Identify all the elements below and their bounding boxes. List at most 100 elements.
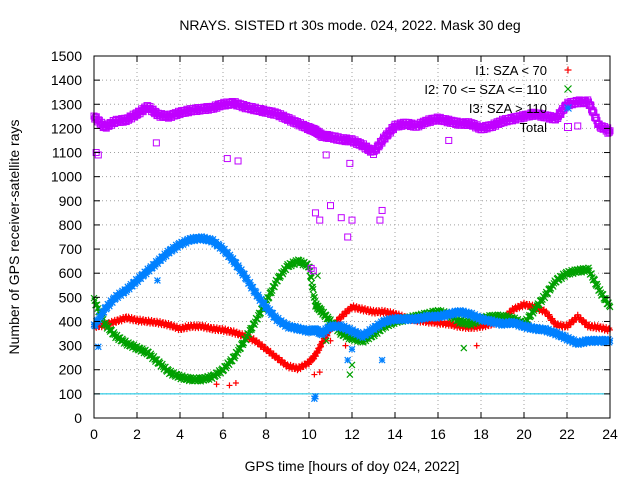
data-point [546, 311, 553, 318]
data-point [396, 317, 404, 325]
data-point [528, 322, 536, 330]
outlier-point [312, 392, 319, 400]
outlier-point [226, 382, 233, 389]
data-point [601, 296, 609, 304]
series-2 [90, 232, 614, 349]
data-point [575, 341, 582, 349]
legend-marker [564, 85, 572, 93]
data-point [536, 324, 544, 331]
data-point [266, 305, 274, 313]
outlier-point [154, 277, 161, 284]
data-point [580, 317, 587, 324]
outlier-point [223, 155, 231, 163]
outlier-point [348, 345, 356, 353]
outlier-point [310, 395, 318, 403]
data-point [433, 315, 440, 322]
outlier-point [316, 369, 323, 376]
x-tick-label: 0 [90, 426, 98, 442]
data-point [509, 320, 517, 328]
data-point [574, 311, 581, 318]
outlier-point [344, 356, 352, 364]
data-point [294, 323, 302, 331]
legend-label: I2: 70 <= SZA <= 110 [424, 82, 547, 97]
outlier-point [346, 371, 354, 378]
data-point [506, 321, 514, 329]
legend: I1: SZA < 70 I2: 70 <= SZA <= 110 I3: SZA … [424, 63, 572, 135]
data-point [201, 233, 208, 241]
data-point [573, 337, 581, 345]
x-tick-label: 6 [219, 426, 227, 442]
outlier-point [322, 337, 330, 345]
outlier-point [348, 216, 356, 224]
data-point [140, 271, 148, 279]
data-point [287, 325, 295, 333]
data-point [508, 317, 516, 325]
data-point [570, 319, 577, 326]
data-point [134, 278, 142, 286]
y-tick-label: 700 [59, 241, 83, 257]
outliers-2 [94, 277, 386, 403]
y-tick-label: 1000 [51, 169, 82, 185]
data-point [538, 298, 546, 306]
data-point [416, 316, 423, 324]
data-point [330, 324, 338, 332]
data-point [379, 320, 387, 328]
data-point [120, 289, 128, 297]
outlier-point [473, 342, 480, 349]
data-point [601, 294, 609, 302]
data-point [231, 354, 238, 362]
data-point [565, 333, 572, 341]
data-point [263, 302, 271, 310]
y-tick-label: 800 [59, 217, 83, 233]
legend-label: I3: SZA > 110 [469, 101, 547, 116]
data-point [92, 321, 99, 329]
y-tick-label: 0 [74, 410, 82, 426]
y-tick-label: 100 [59, 386, 83, 402]
data-point [226, 251, 234, 259]
data-point [239, 341, 247, 349]
data-point [352, 327, 360, 335]
data-point [215, 241, 223, 249]
data-point [587, 101, 595, 109]
axis-ticks [93, 55, 611, 419]
data-point [226, 357, 234, 365]
y-tick-label: 1500 [51, 48, 82, 64]
data-point [498, 322, 506, 330]
data-point [556, 330, 564, 338]
outlier-point [604, 129, 612, 137]
data-point [243, 274, 251, 282]
legend-marker [564, 104, 572, 112]
outlier-point [307, 264, 315, 272]
data-point [238, 266, 245, 273]
x-tick-label: 2 [133, 426, 141, 442]
outlier-point [234, 157, 242, 165]
data-point [590, 335, 598, 343]
outlier-point [309, 267, 317, 275]
data-point [286, 321, 294, 329]
legend-marker [564, 66, 572, 74]
data-point [132, 279, 139, 287]
data-point [293, 326, 301, 334]
outliers-3 [92, 122, 612, 275]
data-point [515, 322, 523, 330]
data-point [591, 339, 599, 347]
y-tick-label: 1400 [51, 72, 82, 88]
series-3 [90, 96, 614, 158]
data-point [329, 320, 337, 328]
x-tick-label: 4 [176, 426, 184, 442]
outlier-point [327, 202, 334, 210]
data-point [272, 352, 279, 359]
outlier-point [316, 216, 324, 224]
data-point [549, 315, 556, 322]
data-point [301, 328, 309, 336]
data-point [234, 262, 242, 269]
data-point [114, 294, 122, 302]
data-point [241, 270, 248, 278]
data-point [600, 339, 608, 347]
data-point [551, 318, 558, 325]
outlier-point [311, 209, 319, 217]
outlier-point [460, 344, 468, 352]
data-point [479, 314, 487, 322]
data-point [535, 327, 543, 335]
